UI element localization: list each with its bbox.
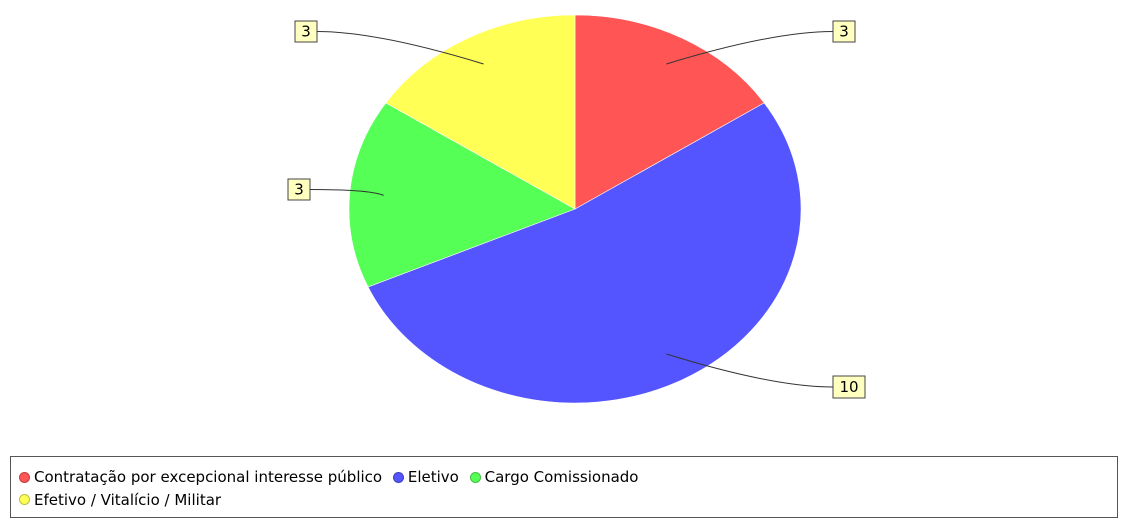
legend-swatch-efetivo [19, 494, 30, 505]
data-label-box-eletivo [832, 375, 866, 399]
data-label-box-contratacao [832, 20, 856, 43]
legend-item-contratacao: Contratação por excepcional interesse pú… [19, 466, 382, 488]
pie-slice-eletivo [367, 102, 802, 404]
data-label-eletivo: 10 [839, 378, 858, 396]
legend-item-eletivo: Eletivo [392, 466, 459, 488]
legend-row-2: Efetivo / Vitalício / Militar [19, 489, 1117, 512]
legend-label-cargo-comissionado: Cargo Comissionado [484, 468, 639, 486]
legend-label-eletivo: Eletivo [407, 468, 459, 486]
data-label-box-efetivo [294, 20, 318, 43]
data-label-efetivo: 3 [301, 23, 311, 41]
data-label-box-cargo-comissionado [287, 178, 311, 201]
legend-swatch-eletivo [392, 471, 404, 483]
legend-swatch-cargo-comissionado [469, 471, 481, 483]
pie-chart: 3 10 3 3 [287, 14, 866, 404]
legend-item-cargo-comissionado: Cargo Comissionado [469, 466, 639, 488]
leader-line-efetivo [316, 31, 484, 65]
legend: Contratação por excepcional interesse pú… [10, 456, 1118, 518]
legend-row-1: Contratação por excepcional interesse pú… [19, 466, 1117, 489]
data-label-contratacao: 3 [839, 23, 849, 41]
legend-label-efetivo: Efetivo / Vitalício / Militar [34, 490, 222, 509]
leader-line-cargo-comissionado [309, 189, 384, 196]
data-label-cargo-comissionado: 3 [294, 181, 304, 199]
leader-line-contratacao [666, 31, 834, 65]
legend-label-contratacao: Contratação por excepcional interesse pú… [34, 468, 383, 486]
legend-item-efetivo: Efetivo / Vitalício / Militar [19, 489, 221, 511]
pie-slice-efetivo [385, 14, 576, 210]
legend-swatch-contratacao [19, 471, 30, 483]
pie-slice-contratacao [574, 14, 765, 210]
pie-slice-cargo-comissionado [348, 102, 576, 288]
leader-line-eletivo [666, 353, 834, 388]
